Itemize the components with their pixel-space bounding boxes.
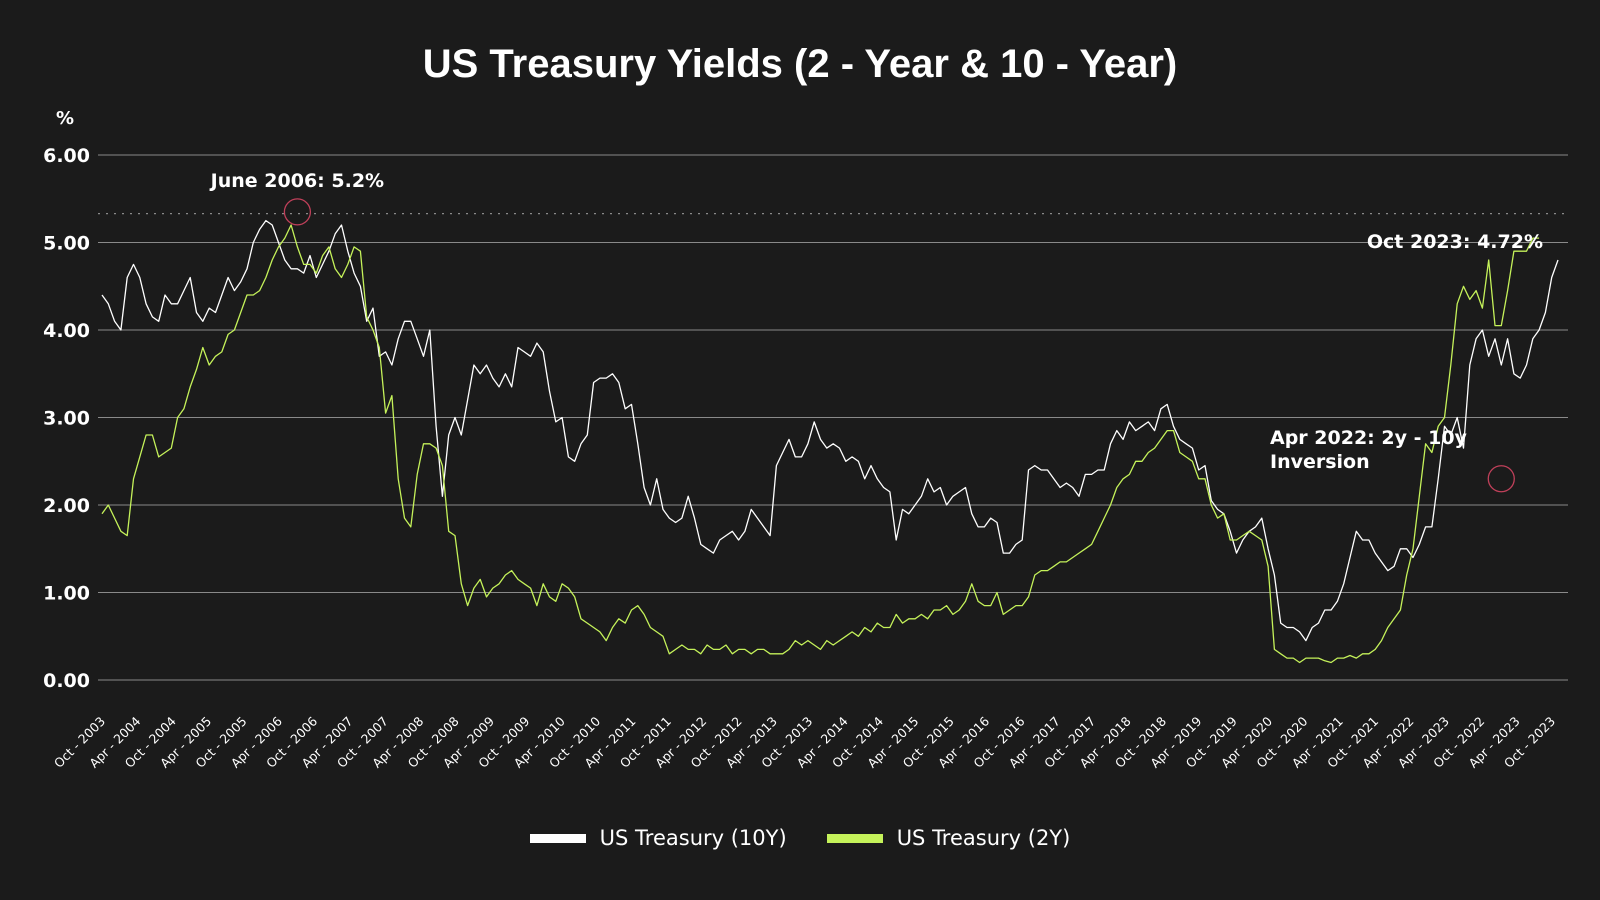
- series-line-10y: [101, 219, 1559, 642]
- y-tick-label: 4.00: [43, 320, 90, 342]
- annotation-apr-2022: Apr 2022: 2y - 10y: [1270, 427, 1468, 449]
- legend-swatch-2y: [826, 833, 883, 843]
- annotation-oct-2023: Oct 2023: 4.72%: [1367, 231, 1543, 253]
- annotation-apr-2022-line2: Inversion: [1270, 451, 1370, 473]
- legend-label-2y: US Treasury (2Y): [896, 826, 1071, 850]
- y-tick-label: 3.00: [43, 408, 90, 430]
- y-tick-label: 0.00: [43, 670, 90, 692]
- y-tick-label: 1.00: [43, 583, 90, 605]
- y-tick-label: 5.00: [43, 233, 90, 255]
- y-tick-label: 6.00: [43, 145, 90, 167]
- legend-item-10y: US Treasury (10Y): [529, 826, 787, 850]
- series-line-2y: [101, 224, 1540, 664]
- legend-swatch-10y: [529, 833, 586, 843]
- legend: US Treasury (10Y) US Treasury (2Y): [0, 826, 1600, 850]
- legend-item-2y: US Treasury (2Y): [826, 826, 1071, 850]
- annotation-marker-apr-2022: [1487, 465, 1515, 493]
- annotation-marker-june-2006: [283, 198, 312, 226]
- y-axis-label: %: [56, 108, 74, 129]
- annotation-june-2006: June 2006: 5.2%: [209, 170, 384, 192]
- legend-label-10y: US Treasury (10Y): [599, 826, 787, 850]
- chart-title: US Treasury Yields (2 - Year & 10 - Year…: [422, 42, 1178, 86]
- y-tick-label: 2.00: [43, 495, 90, 517]
